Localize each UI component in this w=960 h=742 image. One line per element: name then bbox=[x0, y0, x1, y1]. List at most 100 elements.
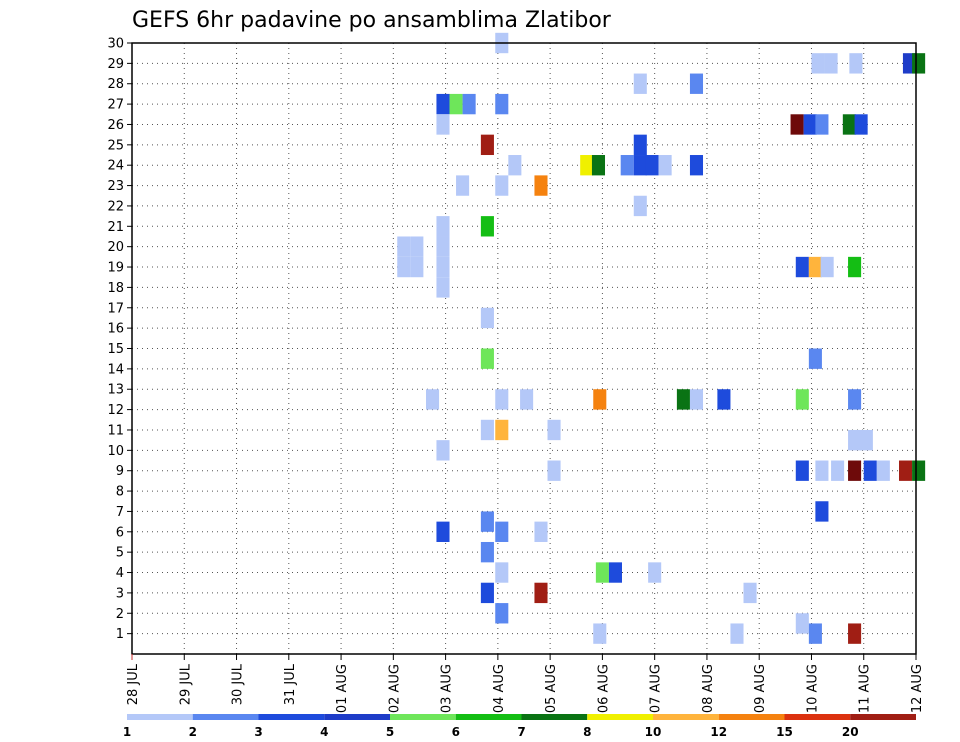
legend-label: 15 bbox=[776, 725, 793, 739]
y-tick-label: 8 bbox=[116, 485, 124, 500]
x-tick-label: 31 JUL bbox=[283, 663, 298, 705]
x-tick-label: 07 AUG bbox=[649, 664, 664, 713]
precip-cell bbox=[795, 613, 809, 634]
x-tick-label: 29 JUL bbox=[178, 663, 193, 705]
precip-cell bbox=[495, 521, 509, 542]
precip-cell bbox=[859, 429, 873, 451]
y-tick-label: 29 bbox=[107, 57, 124, 72]
precip-cell bbox=[620, 155, 634, 176]
y-tick-label: 30 bbox=[107, 37, 124, 52]
y-tick-label: 10 bbox=[107, 444, 124, 459]
precip-cell bbox=[717, 389, 731, 410]
precip-cell bbox=[480, 307, 494, 329]
y-tick-label: 7 bbox=[116, 505, 124, 520]
precip-cell bbox=[808, 623, 822, 644]
y-tick-label: 14 bbox=[107, 362, 124, 377]
legend-label: 1 bbox=[123, 725, 131, 739]
y-tick-label: 22 bbox=[107, 199, 124, 214]
precip-cell bbox=[808, 348, 822, 369]
y-tick-label: 6 bbox=[116, 525, 124, 540]
y-axis: 1234567891011121314151617181920212223242… bbox=[107, 37, 132, 642]
precip-cell bbox=[848, 256, 862, 278]
precip-cell bbox=[436, 440, 450, 461]
precip-cell bbox=[633, 73, 647, 94]
x-tick-label: 11 AUG bbox=[858, 664, 873, 713]
x-axis: 28 JUL 29 JUL 30 JUL 31 JUL 01 AUG 02 AUG 03 A… bbox=[126, 654, 925, 713]
legend-swatch bbox=[784, 714, 851, 720]
y-tick-label: 17 bbox=[107, 301, 124, 316]
precip-cell bbox=[520, 389, 534, 410]
precip-cell bbox=[876, 460, 890, 481]
precip-cell bbox=[410, 256, 424, 278]
x-tick-label: 08 AUG bbox=[701, 664, 716, 713]
precip-cell bbox=[580, 155, 594, 176]
precip-cell bbox=[824, 53, 838, 74]
legend-swatch bbox=[390, 714, 456, 720]
x-tick-label: 28 JUL bbox=[126, 663, 141, 705]
precip-cell bbox=[795, 460, 809, 481]
y-tick-label: 3 bbox=[116, 586, 124, 601]
x-tick-label: 01 AUG bbox=[335, 664, 350, 713]
color-legend: 1 2 3 4 5 6 7 8 10 12 15 20 bbox=[123, 714, 916, 739]
y-tick-label: 21 bbox=[107, 220, 124, 235]
y-tick-label: 24 bbox=[107, 159, 124, 174]
precip-cell bbox=[495, 175, 509, 196]
legend-label: 2 bbox=[189, 725, 197, 739]
precip-cell bbox=[547, 419, 561, 441]
precip-cell bbox=[436, 521, 450, 542]
precip-cell bbox=[815, 114, 829, 135]
chart-title: GEFS 6hr padavine po ansamblima Zlatibor bbox=[132, 8, 612, 33]
y-tick-label: 12 bbox=[107, 403, 124, 418]
precip-cell bbox=[495, 562, 509, 583]
precip-cell bbox=[410, 236, 424, 257]
y-tick-label: 13 bbox=[107, 383, 124, 398]
y-tick-label: 19 bbox=[107, 261, 124, 276]
x-tick-label: 30 JUL bbox=[231, 663, 246, 705]
y-tick-label: 5 bbox=[116, 546, 124, 561]
legend-label: 12 bbox=[710, 725, 727, 739]
y-tick-label: 18 bbox=[107, 281, 124, 296]
x-tick-label: 09 AUG bbox=[753, 664, 768, 713]
y-tick-label: 15 bbox=[107, 342, 124, 357]
precip-cell bbox=[480, 348, 494, 369]
precip-cell bbox=[495, 389, 509, 410]
precip-cell bbox=[743, 582, 757, 604]
y-tick-label: 26 bbox=[107, 118, 124, 133]
legend-label: 10 bbox=[645, 725, 662, 739]
legend-swatch bbox=[324, 714, 390, 720]
precip-cell bbox=[689, 389, 704, 410]
x-tick-label: 03 AUG bbox=[440, 664, 455, 713]
y-tick-label: 4 bbox=[116, 566, 124, 581]
y-tick-label: 1 bbox=[116, 627, 124, 642]
x-tick-label: 06 AUG bbox=[596, 664, 611, 713]
x-tick-label: 02 AUG bbox=[387, 664, 402, 713]
y-tick-label: 20 bbox=[107, 240, 124, 255]
precipitation-cells bbox=[397, 32, 926, 644]
precip-cell bbox=[591, 155, 606, 176]
precip-cell bbox=[689, 155, 704, 176]
y-tick-label: 28 bbox=[107, 77, 124, 92]
precip-cell bbox=[595, 562, 609, 583]
precip-cell bbox=[534, 521, 548, 542]
precip-cell bbox=[912, 460, 926, 481]
precip-cell bbox=[436, 256, 450, 278]
precip-cell bbox=[658, 155, 672, 176]
precip-cell bbox=[397, 256, 411, 278]
precip-cell bbox=[480, 134, 494, 156]
precip-cell bbox=[462, 93, 476, 115]
precip-cell bbox=[480, 216, 494, 237]
y-tick-label: 9 bbox=[116, 464, 124, 479]
legend-swatch bbox=[192, 714, 259, 720]
y-tick-label: 25 bbox=[107, 138, 124, 153]
precip-cell bbox=[811, 53, 825, 74]
precip-cell bbox=[633, 155, 647, 176]
precip-cell bbox=[848, 429, 862, 451]
precip-cell bbox=[436, 236, 450, 257]
precip-cell bbox=[480, 511, 494, 532]
precip-cell bbox=[848, 389, 862, 410]
precip-cell bbox=[495, 419, 509, 441]
precip-cell bbox=[899, 460, 913, 481]
precip-cell bbox=[436, 114, 450, 135]
legend-swatch bbox=[455, 714, 522, 720]
precip-cell bbox=[820, 256, 834, 278]
